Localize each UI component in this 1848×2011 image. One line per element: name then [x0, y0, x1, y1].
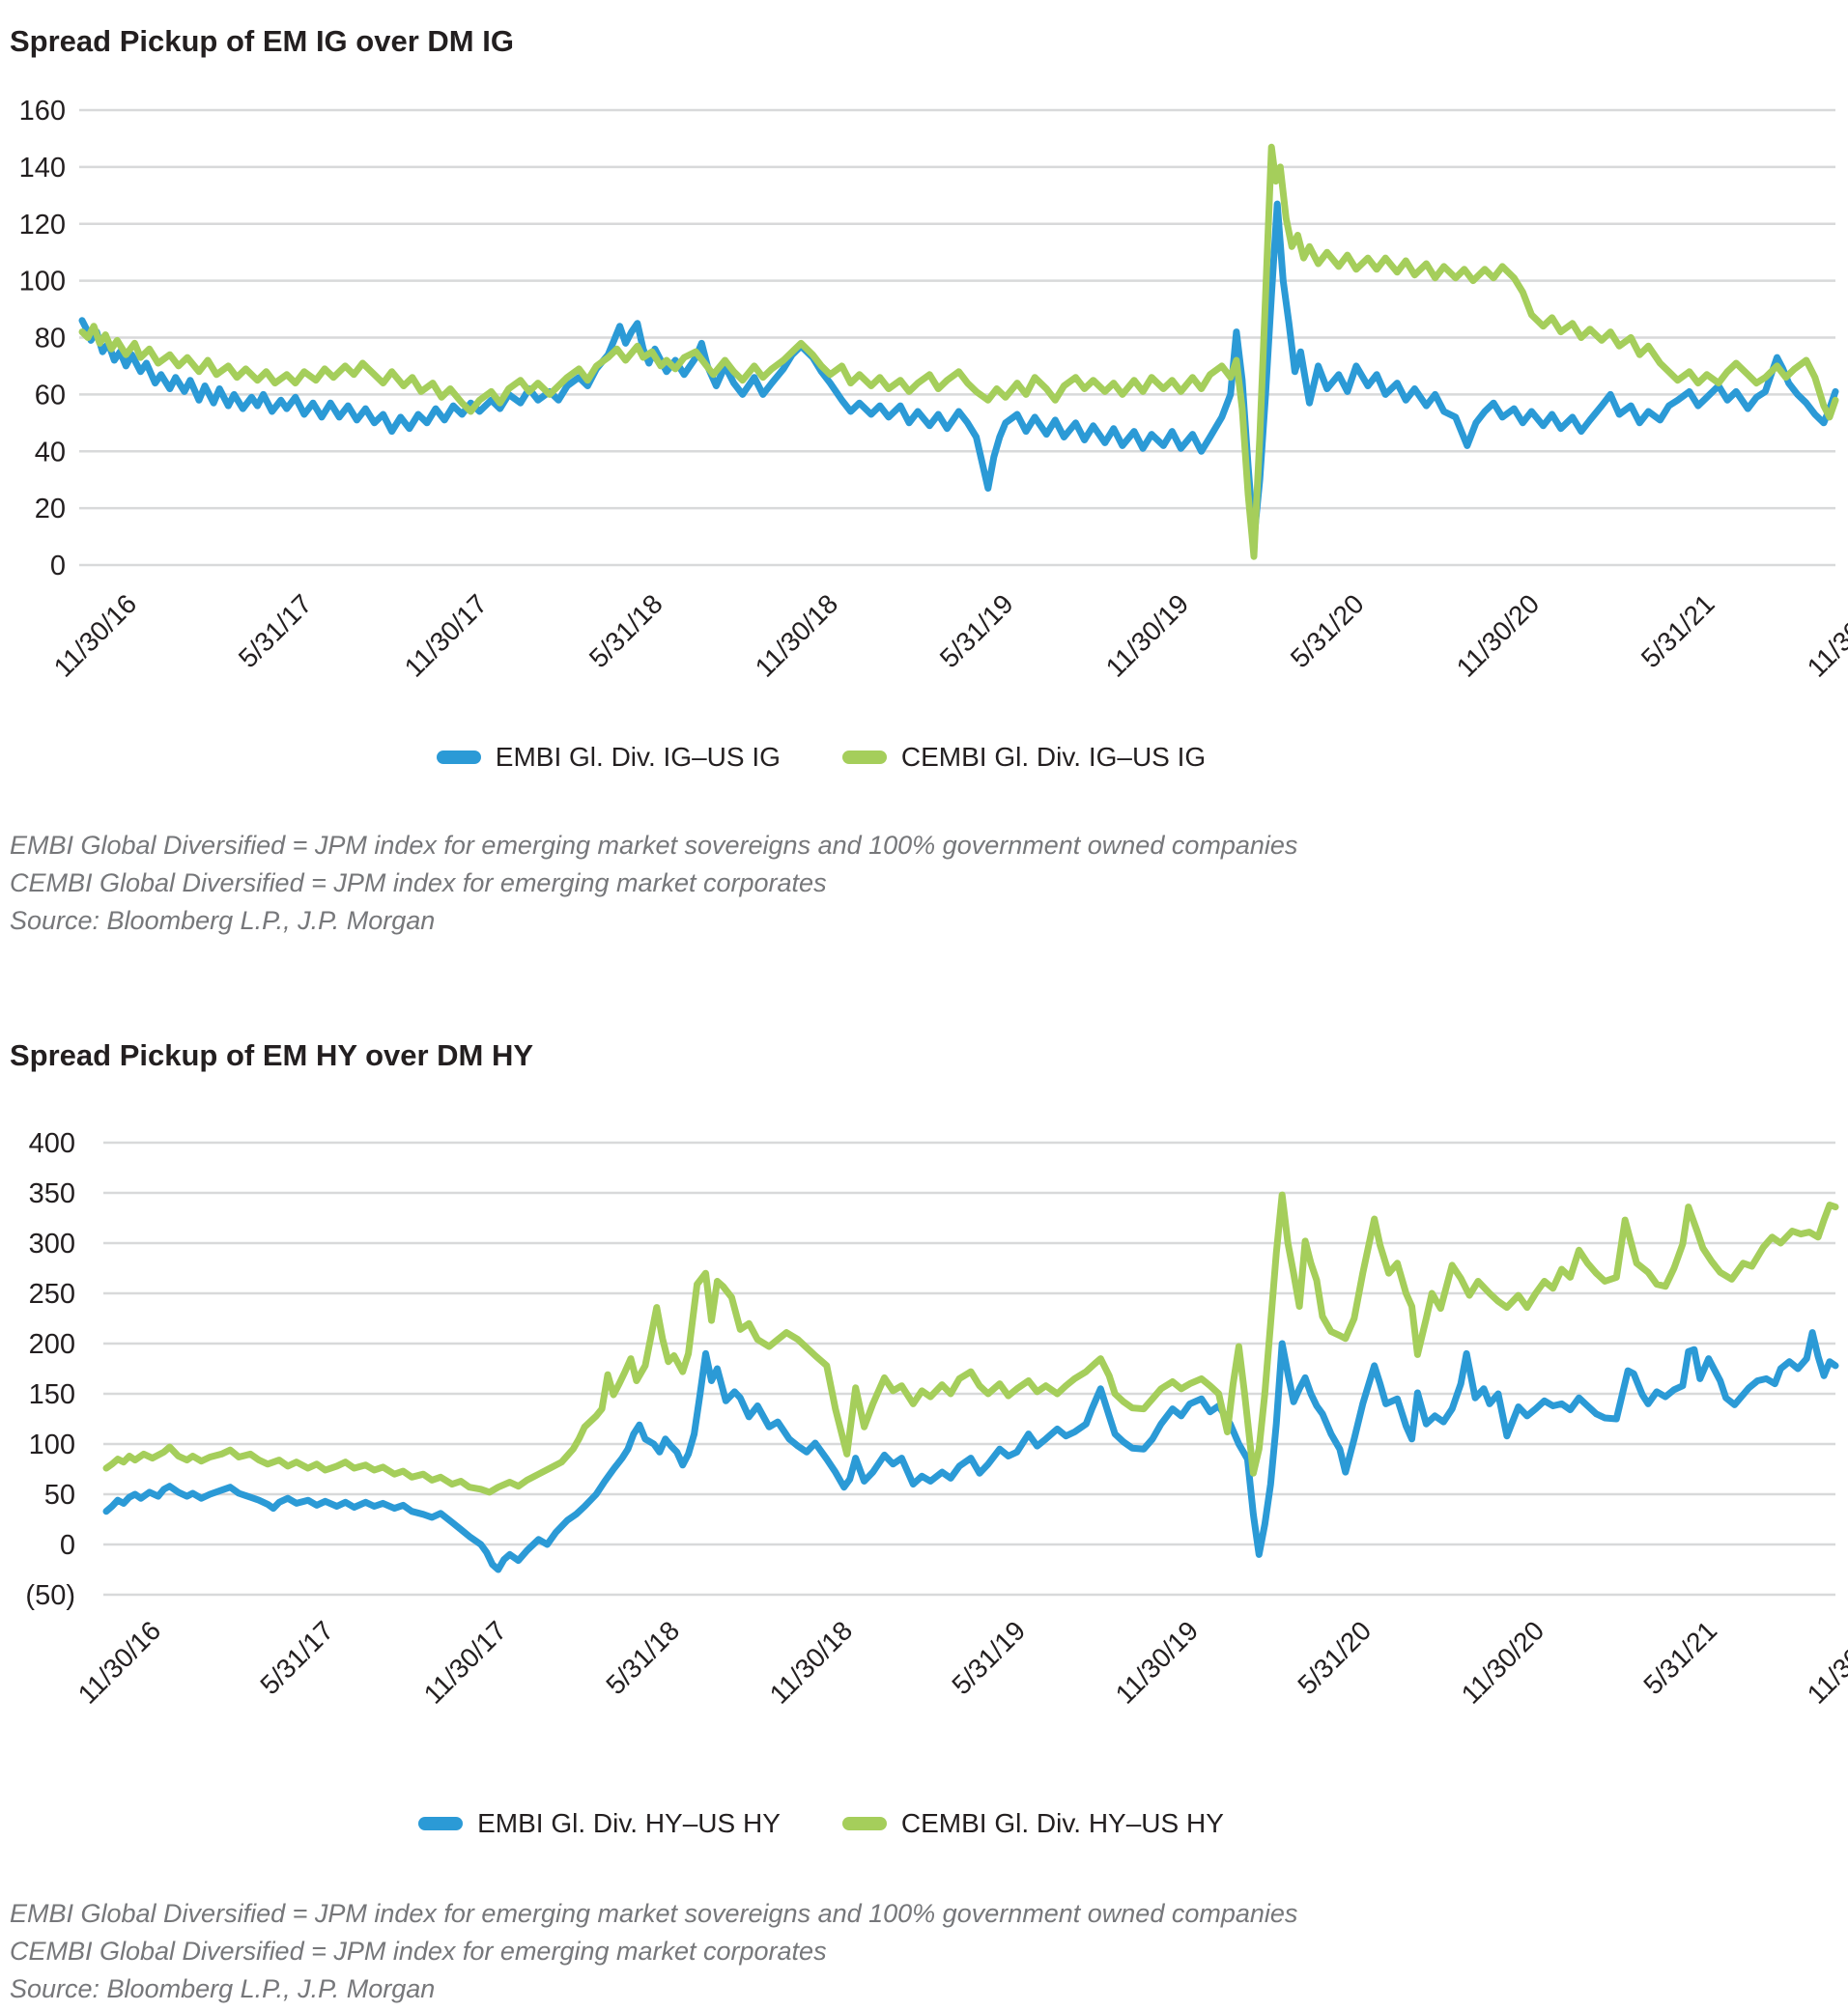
- x-tick-label: 5/31/17: [254, 1615, 339, 1700]
- y-tick-label: 350: [29, 1178, 75, 1209]
- x-tick-label: 5/31/19: [946, 1615, 1031, 1700]
- x-tick-label: 11/30/18: [764, 1615, 859, 1710]
- y-tick-label: 140: [19, 153, 66, 184]
- series-line: [102, 1191, 1839, 1496]
- y-tick-label: 200: [29, 1329, 75, 1360]
- chart-1-title: Spread Pickup of EM IG over DM IG: [10, 23, 514, 58]
- x-tick-label: 11/30/16: [48, 588, 143, 683]
- legend-label-cembi-ig: CEMBI Gl. Div. IG–US IG: [900, 742, 1207, 772]
- chart-2-legend: EMBI Gl. Div. HY–US HY CEMBI Gl. Div. HY…: [0, 1808, 1642, 1839]
- legend-label-embi-hy: EMBI Gl. Div. HY–US HY: [477, 1808, 781, 1838]
- footnote-line: EMBI Global Diversified = JPM index for …: [10, 1899, 1298, 1928]
- footnote-line: Source: Bloomberg L.P., J.P. Morgan: [10, 906, 436, 935]
- x-tick-label: 11/30/20: [1451, 588, 1546, 683]
- y-tick-label: 160: [19, 96, 66, 127]
- x-tick-label: 5/31/21: [1637, 1615, 1722, 1700]
- y-tick-label: 50: [44, 1480, 75, 1511]
- y-tick-label: 20: [35, 494, 66, 524]
- x-tick-label: 5/31/20: [1292, 1615, 1377, 1700]
- legend-item-cembi-ig: CEMBI Gl. Div. IG–US IG: [841, 742, 1207, 773]
- legend-label-cembi-hy: CEMBI Gl. Div. HY–US HY: [900, 1808, 1224, 1838]
- chart-2-title: Spread Pickup of EM HY over DM HY: [10, 1037, 534, 1072]
- x-tick-label: 11/30/20: [1456, 1615, 1550, 1710]
- series-line: [78, 200, 1839, 543]
- x-tick-label: 11/30/17: [418, 1615, 513, 1710]
- y-tick-label: 120: [19, 210, 66, 241]
- y-tick-label: 100: [29, 1430, 75, 1460]
- x-tick-label: 11/30/18: [750, 588, 844, 683]
- y-tick-label: 0: [50, 551, 66, 581]
- footnote-line: CEMBI Global Diversified = JPM index for…: [10, 1937, 827, 1966]
- x-tick-label: 5/31/21: [1635, 588, 1720, 673]
- chart-2-plot: (50) 0 50 100 150 200 250 300 350 400 11/30/16 5/31…: [25, 1128, 1848, 1710]
- y-tick-label: (50): [25, 1580, 75, 1611]
- chart-2-canvas: (50) 0 50 100 150 200 250 300 350 400 11/30/16 5/31…: [0, 1096, 1848, 1772]
- x-tick-label: 11/30/21: [1802, 588, 1848, 683]
- legend-item-embi-hy: EMBI Gl. Div. HY–US HY: [418, 1808, 781, 1839]
- x-tick-label: 11/30/16: [72, 1615, 167, 1710]
- y-tick-label: 100: [19, 267, 66, 297]
- chart-1-canvas: 0 20 40 60 80 100 120 140 160 11/30/16 5/31/17 11/3…: [0, 58, 1848, 773]
- y-tick-label: 60: [35, 380, 66, 411]
- legend-item-cembi-hy: CEMBI Gl. Div. HY–US HY: [841, 1808, 1224, 1839]
- footnote-line: Source: Bloomberg L.P., J.P. Morgan: [10, 1974, 436, 2003]
- y-tick-label: 80: [35, 324, 66, 354]
- y-tick-label: 300: [29, 1229, 75, 1260]
- embi-ig-line-swatch-icon: [436, 751, 481, 764]
- chart-1-footnotes: EMBI Global Diversified = JPM index for …: [10, 827, 1297, 940]
- y-tick-label: 150: [29, 1379, 75, 1410]
- y-tick-label: 250: [29, 1279, 75, 1310]
- chart-1-legend: EMBI Gl. Div. IG–US IG CEMBI Gl. Div. IG…: [0, 742, 1642, 773]
- footnote-line: CEMBI Global Diversified = JPM index for…: [10, 868, 827, 897]
- x-tick-label: 5/31/17: [233, 588, 318, 673]
- chart-1-plot: 0 20 40 60 80 100 120 140 160 11/30/16 5/31/17 11/3…: [19, 96, 1848, 683]
- chart-2-footnotes: EMBI Global Diversified = JPM index for …: [10, 1895, 1297, 2008]
- x-tick-label: 5/31/18: [583, 588, 668, 673]
- series-line: [78, 143, 1839, 560]
- legend-item-embi-ig: EMBI Gl. Div. IG–US IG: [436, 742, 781, 773]
- x-tick-label: 11/30/19: [1110, 1615, 1205, 1710]
- x-tick-label: 11/30/21: [1802, 1615, 1848, 1710]
- y-tick-label: 40: [35, 437, 66, 467]
- x-tick-label: 5/31/18: [600, 1615, 685, 1700]
- footnote-line: EMBI Global Diversified = JPM index for …: [10, 831, 1298, 860]
- x-tick-label: 5/31/20: [1285, 588, 1370, 673]
- series-line: [102, 1329, 1839, 1573]
- legend-label-embi-ig: EMBI Gl. Div. IG–US IG: [495, 742, 781, 772]
- y-tick-label: 0: [60, 1530, 75, 1561]
- x-tick-label: 11/30/19: [1100, 588, 1195, 683]
- embi-hy-line-swatch-icon: [418, 1817, 464, 1830]
- cembi-hy-line-swatch-icon: [841, 1817, 887, 1830]
- x-tick-label: 11/30/17: [399, 588, 494, 683]
- x-tick-label: 5/31/19: [934, 588, 1019, 673]
- cembi-ig-line-swatch-icon: [841, 751, 887, 764]
- y-tick-label: 400: [29, 1128, 75, 1159]
